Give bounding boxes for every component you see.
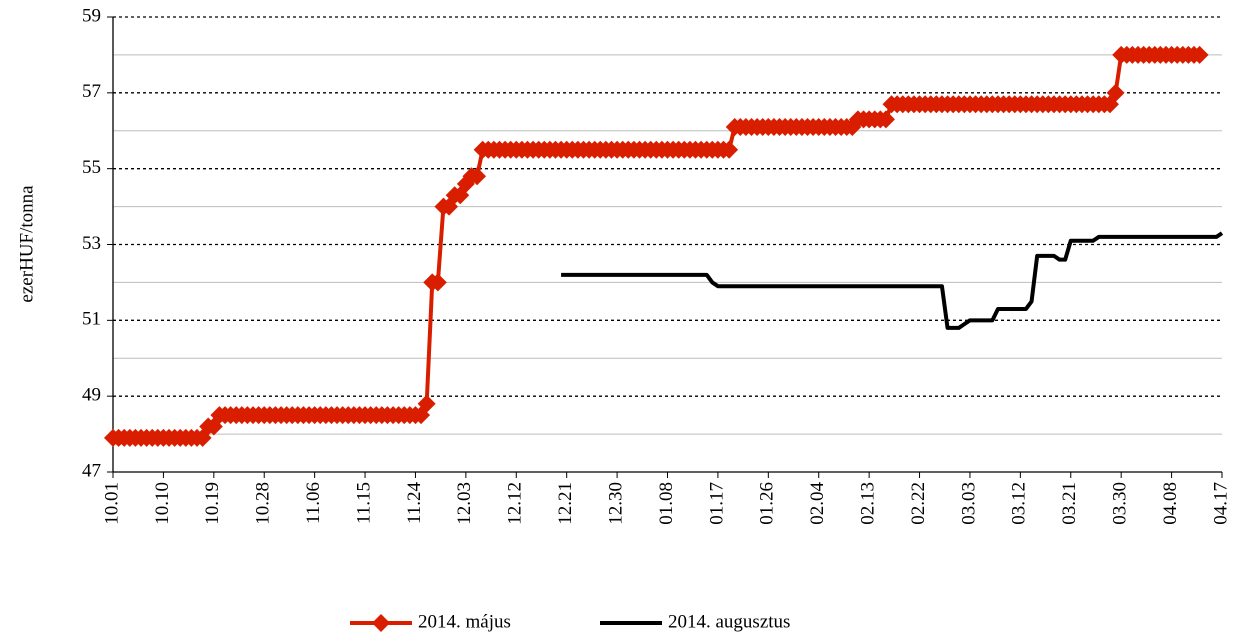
x-tick-label: 12.12 <box>505 482 526 525</box>
x-tick-label: 10.19 <box>202 482 223 525</box>
x-tick-label: 11.06 <box>303 482 324 524</box>
legend-marker <box>372 614 390 632</box>
legend-label: 2014. május <box>418 611 511 632</box>
marker <box>1190 45 1209 64</box>
marker <box>417 394 436 413</box>
x-tick-label: 03.12 <box>1009 482 1030 525</box>
marker <box>468 167 487 186</box>
x-tick-label: 01.17 <box>706 482 727 525</box>
x-tick-label: 03.03 <box>958 482 979 525</box>
y-tick-label: 47 <box>82 460 101 481</box>
series-line <box>561 231 1224 330</box>
x-tick-label: 12.03 <box>454 482 475 525</box>
x-tick-label: 10.10 <box>152 482 173 525</box>
x-tick-label: 11.24 <box>404 482 425 525</box>
marker <box>428 273 447 292</box>
y-tick-label: 57 <box>82 81 101 102</box>
x-tick-label: 04.08 <box>1160 482 1181 525</box>
y-axis-label: ezerHUF/tonna <box>16 185 37 303</box>
y-tick-label: 59 <box>82 5 101 26</box>
y-tick-label: 49 <box>82 385 101 406</box>
x-tick-label: 01.08 <box>656 482 677 525</box>
y-tick-label: 53 <box>82 233 101 254</box>
x-tick-label: 02.04 <box>807 482 828 525</box>
x-tick-label: 02.22 <box>908 482 929 525</box>
x-tick-label: 12.21 <box>555 482 576 525</box>
legend-label: 2014. augusztus <box>668 611 790 632</box>
x-tick-label: 02.13 <box>857 482 878 525</box>
x-tick-label: 11.15 <box>353 482 374 524</box>
x-tick-label: 10.01 <box>101 482 122 525</box>
x-tick-label: 04.17 <box>1210 482 1231 525</box>
y-tick-label: 51 <box>82 309 101 330</box>
x-tick-label: 10.28 <box>253 482 274 525</box>
y-tick-label: 55 <box>82 157 101 178</box>
x-tick-label: 03.21 <box>1059 482 1080 525</box>
x-tick-label: 03.30 <box>1110 482 1131 525</box>
x-tick-label: 12.30 <box>605 482 626 525</box>
marker <box>876 110 895 129</box>
x-tick-label: 01.26 <box>757 482 778 525</box>
marker <box>720 140 739 159</box>
marker <box>1106 83 1125 102</box>
